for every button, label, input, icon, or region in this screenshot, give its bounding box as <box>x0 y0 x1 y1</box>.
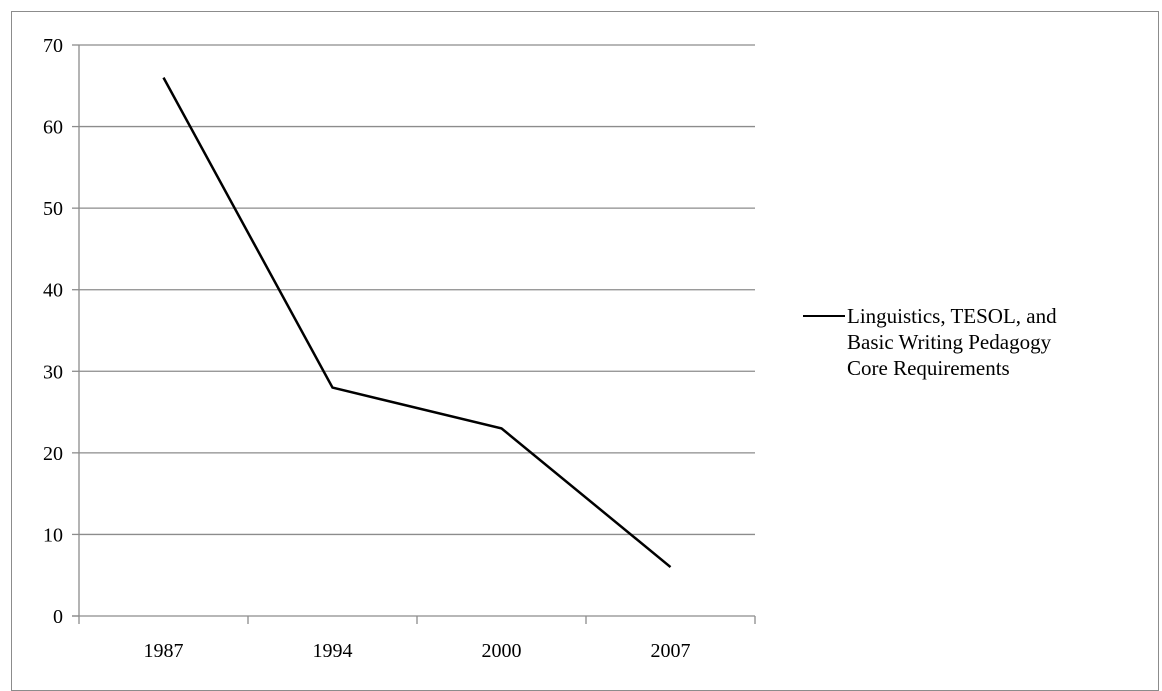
y-tick-label: 50 <box>43 198 63 220</box>
x-tick-labels: 1987 1994 2000 2007 <box>144 640 691 662</box>
series-lines <box>163 78 670 567</box>
y-tick-label: 20 <box>43 443 63 465</box>
series-line <box>164 78 671 567</box>
y-tick-label: 30 <box>43 361 63 383</box>
y-tick-label: 10 <box>43 524 63 546</box>
y-tick-label: 70 <box>43 35 63 57</box>
x-tick-label: 2007 <box>651 640 691 662</box>
y-tick-label: 60 <box>43 117 63 139</box>
legend-swatch <box>803 315 845 317</box>
axes <box>72 45 755 624</box>
y-tick-label: 0 <box>53 606 63 628</box>
x-tick-label: 1987 <box>144 640 184 662</box>
y-tick-labels: 0 10 20 30 40 50 60 70 <box>43 35 63 628</box>
legend: Linguistics, TESOL, and Basic Writing Pe… <box>803 303 1087 381</box>
x-tick-label: 1994 <box>313 640 353 662</box>
x-tick-label: 2000 <box>482 640 522 662</box>
y-tick-label: 40 <box>43 280 63 302</box>
legend-label: Linguistics, TESOL, and Basic Writing Pe… <box>847 303 1087 381</box>
gridlines <box>79 45 755 534</box>
